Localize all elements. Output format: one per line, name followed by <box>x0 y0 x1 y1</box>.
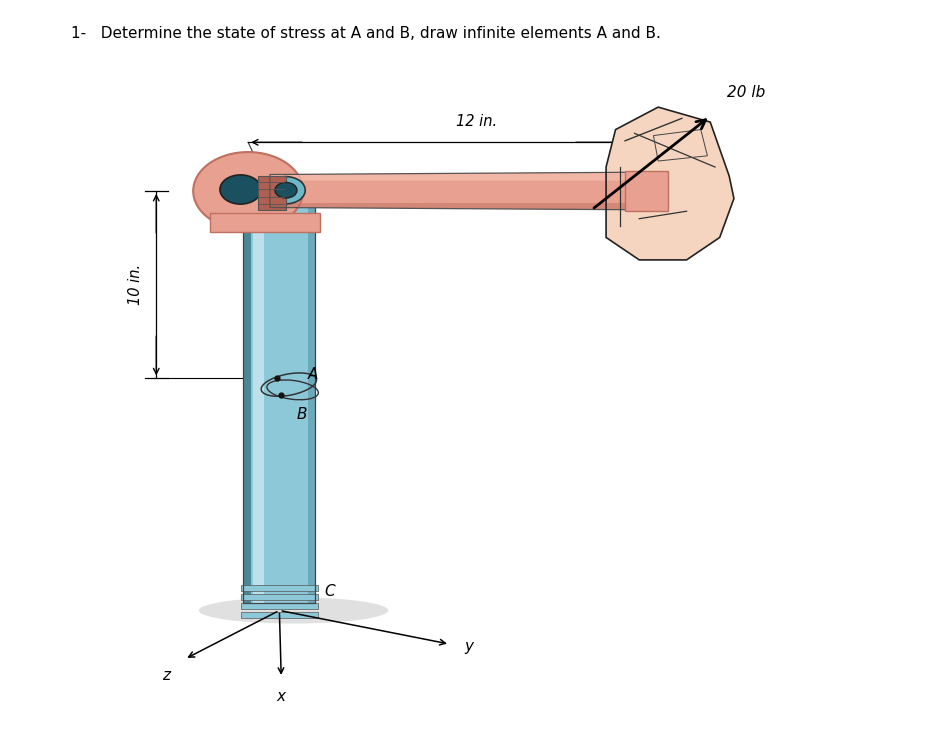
Ellipse shape <box>199 598 388 623</box>
Text: C: C <box>325 584 335 599</box>
Polygon shape <box>606 107 734 260</box>
Text: B: B <box>296 407 307 422</box>
Polygon shape <box>308 191 315 603</box>
Text: z: z <box>163 668 170 683</box>
Polygon shape <box>251 191 308 603</box>
Polygon shape <box>241 612 318 618</box>
Text: x: x <box>277 689 286 704</box>
Polygon shape <box>241 603 318 609</box>
Text: y: y <box>464 639 474 654</box>
Polygon shape <box>241 585 318 591</box>
Ellipse shape <box>193 152 303 230</box>
Text: 1-   Determine the state of stress at A and B, draw infinite elements A and B.: 1- Determine the state of stress at A an… <box>71 26 661 41</box>
Polygon shape <box>270 203 630 210</box>
Text: 10 in.: 10 in. <box>128 264 143 305</box>
Ellipse shape <box>243 184 315 198</box>
Polygon shape <box>210 213 320 232</box>
Polygon shape <box>253 191 264 603</box>
Ellipse shape <box>275 183 297 198</box>
Text: A: A <box>308 367 318 382</box>
Polygon shape <box>241 594 318 600</box>
Text: 20 lb: 20 lb <box>727 85 765 100</box>
Ellipse shape <box>220 175 261 204</box>
Polygon shape <box>258 176 286 210</box>
Polygon shape <box>625 171 668 211</box>
Text: 12 in.: 12 in. <box>456 114 497 129</box>
Polygon shape <box>243 191 251 603</box>
Ellipse shape <box>267 177 305 204</box>
Polygon shape <box>270 172 630 181</box>
Polygon shape <box>270 172 630 210</box>
